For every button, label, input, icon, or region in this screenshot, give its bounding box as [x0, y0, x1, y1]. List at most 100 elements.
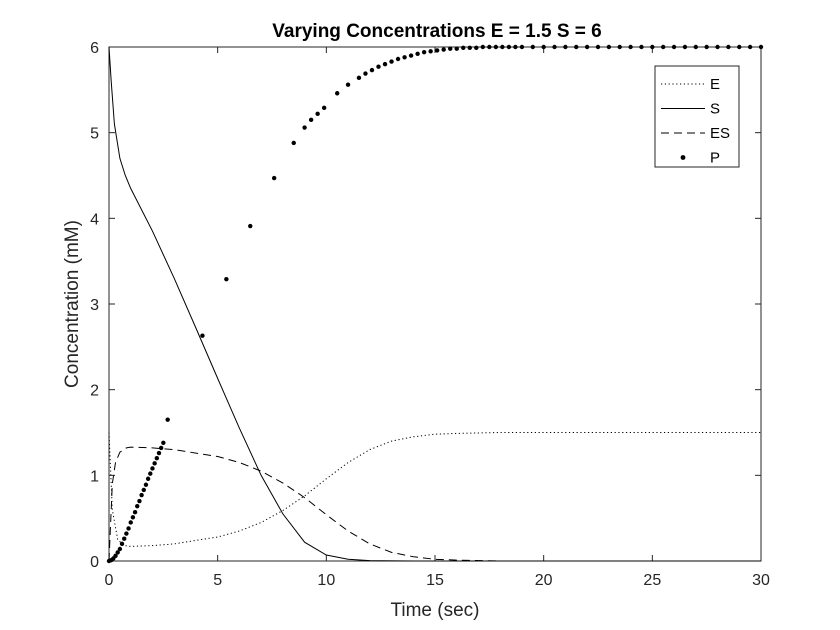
data-point-P — [130, 515, 136, 520]
data-point-P — [574, 44, 579, 50]
data-point-P — [519, 44, 525, 50]
x-axis-label: Time (sec) — [390, 600, 479, 621]
legend: ES ES P — [654, 65, 740, 168]
data-point-P — [715, 44, 720, 50]
data-point-P — [248, 223, 253, 229]
data-point-P — [682, 44, 688, 50]
data-point-P — [421, 49, 427, 55]
x-tick-label: 0 — [105, 572, 114, 589]
data-point-P — [141, 487, 146, 493]
x-tick-label: 15 — [426, 572, 444, 589]
data-point-P — [165, 417, 170, 422]
legend-marker-P — [680, 155, 686, 160]
data-point-P — [389, 59, 394, 64]
data-point-P — [487, 44, 492, 50]
y-tick-label: 1 — [90, 468, 99, 485]
data-point-P — [376, 64, 381, 69]
data-point-P — [563, 44, 568, 50]
data-point-P — [200, 333, 205, 338]
data-point-P — [758, 44, 764, 50]
data-point-P — [448, 46, 453, 51]
data-point-P — [148, 471, 153, 476]
data-point-P — [628, 44, 633, 50]
data-point-P — [737, 44, 742, 50]
data-point-P — [474, 45, 479, 51]
data-point-P — [321, 105, 327, 111]
data-point-P — [117, 546, 123, 552]
data-point-P — [302, 125, 307, 130]
data-point-P — [441, 47, 446, 52]
data-point-P — [124, 531, 129, 536]
data-point-P — [541, 44, 546, 50]
data-point-P — [493, 44, 499, 50]
data-point-P — [704, 44, 709, 50]
data-point-P — [402, 55, 407, 60]
y-tick-label: 4 — [90, 211, 99, 228]
legend-label-P: P — [710, 150, 720, 167]
data-point-P — [500, 44, 505, 50]
data-point-P — [271, 175, 277, 181]
series-S-line — [108, 46, 761, 562]
ticks: 0 5 10 15 20 25 30 0 1 2 3 4 5 6 — [90, 40, 770, 589]
legend-label-S: S — [710, 101, 720, 118]
data-point-P — [693, 44, 698, 50]
data-point-P — [119, 541, 125, 547]
data-point-P — [408, 53, 414, 58]
data-point-P — [115, 550, 120, 555]
data-point-P — [506, 44, 512, 50]
data-point-P — [584, 44, 590, 50]
series-E-line — [108, 432, 761, 547]
data-point-P — [639, 44, 644, 50]
data-point-P — [726, 44, 731, 50]
data-point-P — [128, 520, 133, 525]
data-point-P — [150, 466, 155, 471]
data-point-P — [308, 117, 314, 123]
data-point-P — [224, 276, 229, 282]
data-point-P — [335, 91, 340, 96]
data-point-P — [161, 440, 166, 445]
x-tick-label: 25 — [643, 572, 661, 589]
y-tick-label: 0 — [90, 554, 99, 571]
series-P-points — [106, 44, 764, 564]
y-tick-label: 6 — [90, 40, 99, 57]
data-point-P — [552, 44, 557, 50]
data-point-P — [345, 82, 351, 87]
data-point-P — [467, 45, 472, 51]
axes-box — [108, 46, 762, 562]
y-tick-label: 2 — [90, 383, 99, 400]
data-point-P — [434, 48, 440, 53]
data-point-P — [143, 482, 149, 487]
data-point-P — [395, 56, 401, 62]
data-point-P — [461, 45, 466, 51]
data-point-P — [139, 492, 144, 498]
x-tick-label: 5 — [213, 572, 222, 589]
data-point-P — [126, 526, 131, 531]
data-point-P — [145, 476, 151, 481]
data-point-P — [356, 75, 362, 81]
data-point-P — [122, 536, 127, 541]
data-point-P — [363, 71, 368, 76]
chart-title: Varying Concentrations E = 1.5 S = 6 — [272, 21, 601, 42]
plot-area — [108, 46, 762, 562]
data-point-P — [156, 450, 162, 456]
data-point-P — [530, 44, 535, 50]
data-point-P — [415, 51, 420, 57]
data-point-P — [606, 44, 612, 50]
legend-label-E: E — [710, 76, 720, 93]
data-point-P — [747, 44, 753, 50]
y-tick-label: 3 — [90, 297, 99, 314]
series-ES-line — [108, 446, 761, 562]
data-point-P — [650, 44, 655, 50]
data-point-P — [454, 46, 459, 51]
data-point-P — [369, 67, 375, 73]
data-point-P — [154, 456, 160, 461]
data-point-P — [480, 44, 486, 50]
data-point-P — [671, 44, 677, 50]
x-tick-label: 30 — [752, 572, 770, 589]
data-point-P — [617, 44, 622, 50]
x-tick-label: 10 — [317, 572, 335, 589]
data-point-P — [135, 503, 140, 509]
data-point-P — [113, 553, 118, 559]
data-point-P — [595, 44, 601, 50]
